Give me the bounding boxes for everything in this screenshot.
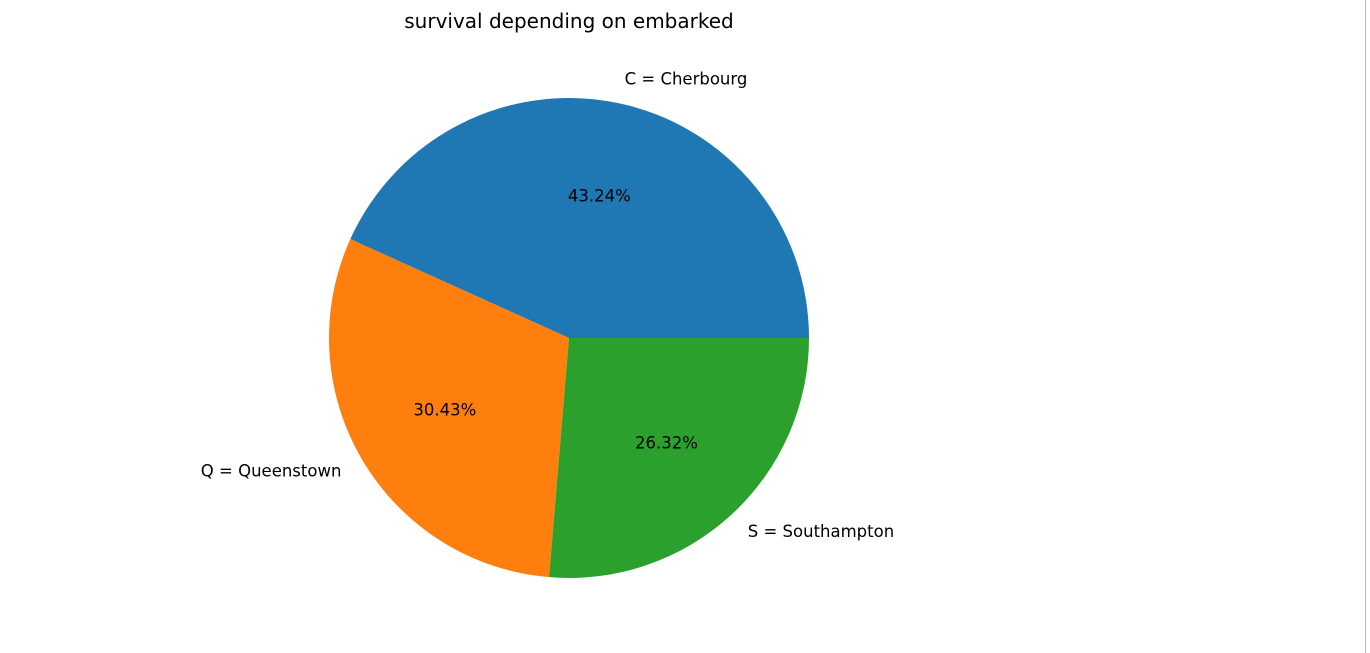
pie-labels: C = Cherbourg 43.24% Q = Queenstown 30.43% S… (201, 69, 894, 540)
pie-slice-c-cherbourg (350, 98, 809, 338)
slice-percent-q-queenstown: 30.43% (413, 401, 476, 420)
slice-percent-c-cherbourg: 43.24% (568, 187, 631, 206)
slice-label-q-queenstown: Q = Queenstown (201, 461, 342, 480)
pie-slice-q-queenstown (329, 239, 569, 578)
slice-label-s-southampton: S = Southampton (748, 522, 894, 541)
chart-title: survival depending on embarked (404, 9, 733, 33)
pie-slice-s-southampton (549, 338, 809, 578)
pie-slices (329, 98, 809, 578)
slice-percent-s-southampton: 26.32% (635, 433, 698, 452)
panel-border (1365, 0, 1366, 653)
slice-label-c-cherbourg: C = Cherbourg (625, 69, 748, 88)
